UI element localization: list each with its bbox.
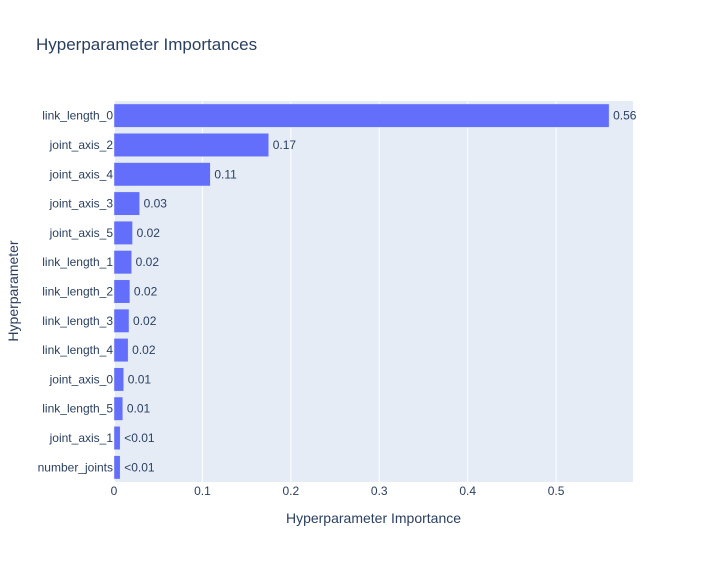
- y-tick-label: link_length_0: [42, 109, 113, 123]
- x-tick-label: 0.2: [282, 484, 299, 498]
- x-tick-label: 0.5: [548, 484, 565, 498]
- bar-value-label: <0.01: [124, 460, 155, 474]
- bar-value-label: 0.56: [613, 109, 637, 123]
- y-tick-label: joint_axis_4: [49, 167, 114, 181]
- y-tick-label: joint_axis_3: [49, 197, 114, 211]
- plot-area: [114, 101, 633, 482]
- x-tick-label: 0: [111, 484, 118, 498]
- y-tick-label: joint_axis_1: [49, 431, 114, 445]
- x-axis-ticks: 0 0.1 0.2 0.3 0.4 0.5: [111, 484, 565, 498]
- y-tick-label: link_length_2: [42, 285, 113, 299]
- y-tick-label: joint_axis_5: [49, 226, 114, 240]
- chart-title: Hyperparameter Importances: [36, 35, 257, 54]
- bar: [113, 162, 211, 187]
- bar: [113, 426, 121, 451]
- bar-value-label: 0.02: [134, 285, 158, 299]
- bar: [113, 455, 121, 480]
- y-tick-label: joint_axis_2: [49, 138, 114, 152]
- y-tick-label: link_length_3: [42, 314, 113, 328]
- bar: [113, 132, 269, 157]
- bar: [113, 338, 129, 363]
- bar-value-label: 0.17: [273, 138, 297, 152]
- y-tick-label: joint_axis_0: [49, 372, 114, 386]
- bar: [113, 308, 130, 333]
- bar-value-label: <0.01: [124, 431, 155, 445]
- x-tick-label: 0.4: [459, 484, 476, 498]
- bar-value-label: 0.02: [136, 255, 160, 269]
- y-tick-label: link_length_1: [42, 255, 113, 269]
- bar-value-label: 0.02: [132, 343, 156, 357]
- bar-value-label: 0.03: [144, 197, 168, 211]
- x-tick-label: 0.1: [194, 484, 211, 498]
- bar: [113, 279, 131, 304]
- y-tick-label: link_length_5: [42, 402, 113, 416]
- bar-value-labels: 0.56 0.17 0.11 0.03 0.02 0.02 0.02 0.02 0.02 0.01…: [124, 109, 637, 475]
- bar: [113, 220, 133, 245]
- y-axis-title: Hyperparameter: [5, 240, 21, 341]
- bar: [113, 396, 124, 421]
- bar-value-label: 0.11: [214, 167, 237, 181]
- y-axis-ticks: link_length_0 joint_axis_2 joint_axis_4joi…: [38, 109, 114, 475]
- bar-value-label: 0.02: [137, 226, 161, 240]
- y-tick-label: link_length_4: [42, 343, 113, 357]
- x-axis-title: Hyperparameter Importance: [286, 510, 461, 526]
- bar: [113, 103, 610, 128]
- y-tick-label: number_joints: [38, 460, 113, 474]
- bars: [113, 103, 610, 480]
- bar-value-label: 0.01: [128, 372, 152, 386]
- bar: [113, 191, 140, 216]
- bar-value-label: 0.02: [133, 314, 157, 328]
- bar: [113, 250, 132, 275]
- x-tick-label: 0.3: [371, 484, 388, 498]
- bar: [113, 367, 124, 392]
- bar-value-label: 0.01: [127, 402, 151, 416]
